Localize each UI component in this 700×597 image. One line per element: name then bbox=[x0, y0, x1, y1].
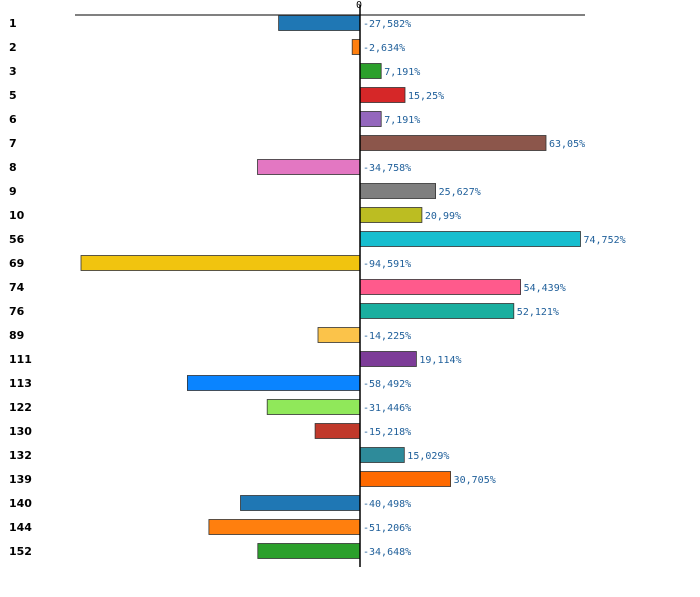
category-label: 111 bbox=[9, 353, 32, 366]
value-label: -14,225% bbox=[363, 331, 411, 342]
value-label: -58,492% bbox=[363, 379, 411, 390]
category-label: 89 bbox=[9, 329, 24, 342]
value-label: -40,498% bbox=[363, 499, 411, 510]
value-label: -2,634% bbox=[363, 43, 405, 54]
category-label: 5 bbox=[9, 89, 17, 102]
category-label: 56 bbox=[9, 233, 25, 246]
value-label: 52,121% bbox=[517, 307, 559, 318]
bar-74 bbox=[359, 279, 522, 295]
value-label: 63,05% bbox=[549, 139, 585, 150]
value-label: 20,99% bbox=[425, 211, 461, 222]
bar-3 bbox=[359, 63, 382, 79]
value-label: 25,627% bbox=[439, 187, 481, 198]
value-label: 54,439% bbox=[524, 283, 566, 294]
value-label: -15,218% bbox=[363, 427, 411, 438]
bar-144 bbox=[208, 519, 361, 535]
value-label: -94,591% bbox=[363, 259, 411, 270]
bar-56 bbox=[359, 231, 581, 247]
category-label: 139 bbox=[9, 473, 32, 486]
category-label: 2 bbox=[9, 41, 17, 54]
value-label: 7,191% bbox=[384, 115, 420, 126]
value-label: 74,752% bbox=[584, 235, 626, 246]
bar-132 bbox=[359, 447, 405, 463]
bar-113 bbox=[186, 375, 361, 391]
bar-8 bbox=[257, 159, 361, 175]
bars-group: 1 -27,582%2 -2,634%3 7,191%5 15,25%6 7,191%7 6… bbox=[9, 15, 626, 559]
bar-69 bbox=[80, 255, 361, 271]
value-label: -34,758% bbox=[363, 163, 411, 174]
category-label: 122 bbox=[9, 401, 32, 414]
category-label: 10 bbox=[9, 209, 25, 222]
category-label: 7 bbox=[9, 137, 17, 150]
value-label: -27,582% bbox=[363, 19, 411, 30]
category-label: 74 bbox=[9, 281, 25, 294]
bar-9 bbox=[359, 183, 436, 199]
value-label: 19,114% bbox=[419, 355, 461, 366]
bar-2 bbox=[351, 39, 361, 55]
category-label: 144 bbox=[9, 521, 32, 534]
category-label: 1 bbox=[9, 17, 17, 30]
category-label: 8 bbox=[9, 161, 17, 174]
bar-5 bbox=[359, 87, 406, 103]
bar-152 bbox=[257, 543, 361, 559]
bar-89 bbox=[317, 327, 361, 343]
value-label: 15,25% bbox=[408, 91, 444, 102]
value-label: -31,446% bbox=[363, 403, 411, 414]
category-label: 69 bbox=[9, 257, 24, 270]
bar-1 bbox=[278, 15, 361, 31]
category-label: 76 bbox=[9, 305, 25, 318]
value-label: 30,705% bbox=[454, 475, 496, 486]
bar-76 bbox=[359, 303, 515, 319]
bar-139 bbox=[359, 471, 451, 487]
category-label: 132 bbox=[9, 449, 32, 462]
value-label: 15,029% bbox=[407, 451, 449, 462]
category-label: 113 bbox=[9, 377, 32, 390]
bar-122 bbox=[266, 399, 361, 415]
category-label: 140 bbox=[9, 497, 32, 510]
category-label: 130 bbox=[9, 425, 32, 438]
bar-140 bbox=[240, 495, 361, 511]
bar-10 bbox=[359, 207, 423, 223]
category-label: 9 bbox=[9, 185, 17, 198]
bar-7 bbox=[359, 135, 547, 151]
bar-111 bbox=[359, 351, 417, 367]
category-label: 3 bbox=[9, 65, 17, 78]
bar-130 bbox=[314, 423, 361, 439]
bar-6 bbox=[359, 111, 382, 127]
category-label: 152 bbox=[9, 545, 32, 558]
category-label: 6 bbox=[9, 113, 17, 126]
value-label: 7,191% bbox=[384, 67, 420, 78]
value-label: -51,206% bbox=[363, 523, 411, 534]
value-label: -34,648% bbox=[363, 547, 411, 558]
zero-tick-label: 0 bbox=[356, 0, 362, 11]
